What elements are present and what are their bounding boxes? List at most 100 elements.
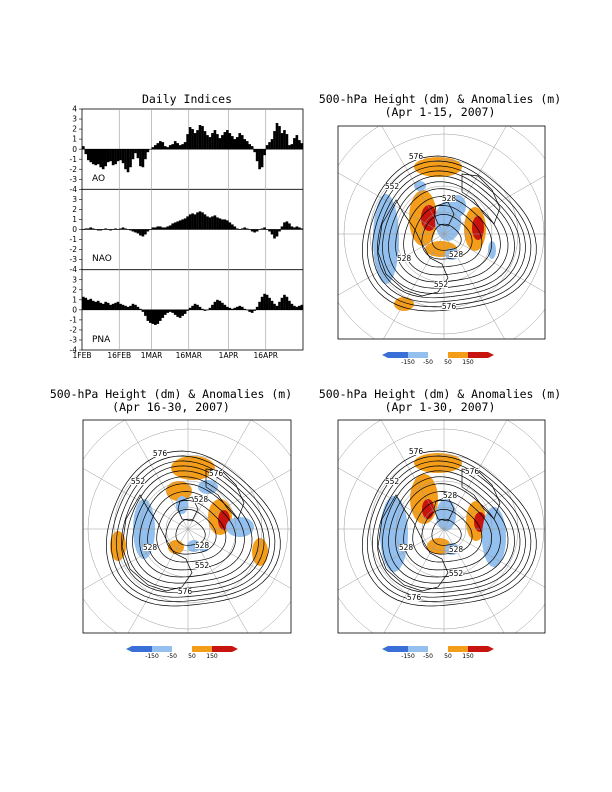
y-tick-label: 0	[72, 305, 77, 314]
contour-label: 528	[442, 194, 457, 203]
bar-pna	[111, 303, 115, 310]
bar-ao	[218, 138, 222, 150]
bar-pna	[94, 301, 98, 310]
bar-ao	[151, 147, 155, 150]
contour-label-bg	[195, 542, 209, 549]
bar-ao	[119, 149, 122, 161]
contour-label-bg	[131, 478, 145, 485]
bar-pna	[121, 304, 125, 310]
bar-ao	[114, 149, 117, 165]
meridian-line	[83, 468, 189, 530]
bar-ao	[181, 144, 184, 150]
meridian-line	[338, 528, 445, 591]
bar-nao	[139, 229, 142, 236]
bar-nao	[263, 227, 266, 230]
bar-ao	[173, 141, 177, 150]
bar-pna	[91, 300, 95, 310]
bar-ao	[91, 149, 95, 165]
bar-pna	[176, 309, 179, 317]
contour-label-bg	[443, 492, 457, 499]
bar-ao	[273, 131, 276, 150]
bar-pna	[285, 296, 289, 310]
bar-ao	[141, 149, 145, 168]
colorbar-strong-positive	[468, 352, 488, 358]
bar-pna	[126, 306, 130, 310]
colorbar-tick-label: 50	[188, 653, 196, 660]
bar-nao	[278, 229, 281, 232]
bar-pna	[290, 303, 294, 310]
bar-pna	[280, 297, 284, 310]
bar-ao	[196, 130, 199, 150]
contour-label: 576	[442, 302, 457, 311]
bar-pna	[201, 308, 204, 310]
y-tick-label: -3	[70, 255, 78, 264]
contour-label: 576	[465, 467, 480, 476]
colorbar-strong-negative	[388, 646, 408, 652]
y-tick-label: -4	[70, 346, 78, 355]
series-label-nao: NAO	[92, 254, 112, 264]
bar-pna	[288, 300, 291, 310]
map1-plot: 576 552 528 528 528 552 576	[337, 125, 546, 340]
colorbar-arrow-left	[382, 646, 388, 652]
bar-pna	[141, 309, 145, 312]
bar-nao	[176, 221, 179, 230]
bar-nao	[163, 227, 167, 230]
meridian-line	[338, 233, 445, 296]
colorbar-arrow-left	[126, 646, 132, 652]
bar-pna	[191, 305, 194, 310]
bar-nao	[154, 227, 157, 230]
colorbar-tick-label: 50	[444, 359, 452, 366]
contour-label-bg	[409, 448, 423, 455]
map-inner: 576 576 552 528 528 528 552 576	[83, 420, 291, 633]
bar-nao	[218, 218, 222, 230]
y-tick-label: 0	[72, 225, 77, 234]
bar-pna	[260, 296, 264, 310]
height-contour	[395, 483, 501, 578]
map-frame	[337, 125, 546, 340]
bar-pna	[213, 301, 217, 310]
height-contour	[361, 450, 537, 607]
bar-ao	[109, 149, 112, 162]
bar-nao	[240, 228, 244, 230]
bar-pna	[183, 309, 187, 314]
colorbar-arrow-right	[232, 646, 238, 652]
colorbar-tick-label: -50	[423, 653, 433, 660]
x-tick-label: 1FEB	[73, 351, 92, 360]
bar-pna	[114, 302, 117, 310]
y-tick-label: 1	[72, 215, 77, 224]
bar-nao	[186, 216, 189, 230]
bar-pna	[166, 309, 170, 313]
height-contour	[156, 500, 227, 563]
bar-pna	[268, 297, 271, 310]
height-contour	[412, 500, 483, 563]
y-tick-label: -3	[70, 336, 78, 345]
bar-pna	[161, 309, 165, 318]
contour-label: 528	[399, 543, 414, 552]
bar-pna	[221, 302, 224, 310]
bar-pna	[283, 294, 286, 310]
bar-pna	[233, 307, 237, 310]
bar-ao	[111, 149, 115, 166]
contour-label-bg	[442, 303, 456, 310]
bar-pna	[124, 305, 127, 310]
y-tick-label: 2	[72, 285, 77, 294]
bar-nao	[211, 216, 214, 230]
bar-pna	[131, 303, 135, 310]
bar-ao	[253, 149, 256, 153]
bar-nao	[173, 222, 177, 230]
bar-ao	[144, 149, 147, 160]
height-contour	[110, 455, 276, 602]
contour-label-bg	[153, 450, 167, 457]
bar-nao	[166, 226, 170, 230]
colorbar-tick-label: 150	[206, 653, 218, 660]
bar-ao	[82, 146, 85, 150]
contour-label: 528	[397, 254, 412, 263]
bar-nao	[181, 219, 184, 230]
bar-ao	[248, 144, 251, 150]
y-tick-label: 3	[72, 195, 77, 204]
bar-nao	[206, 216, 209, 230]
colorbar-tick-label: 150	[462, 653, 474, 660]
bar-ao	[216, 134, 219, 150]
colorbar-strong-positive	[212, 646, 232, 652]
